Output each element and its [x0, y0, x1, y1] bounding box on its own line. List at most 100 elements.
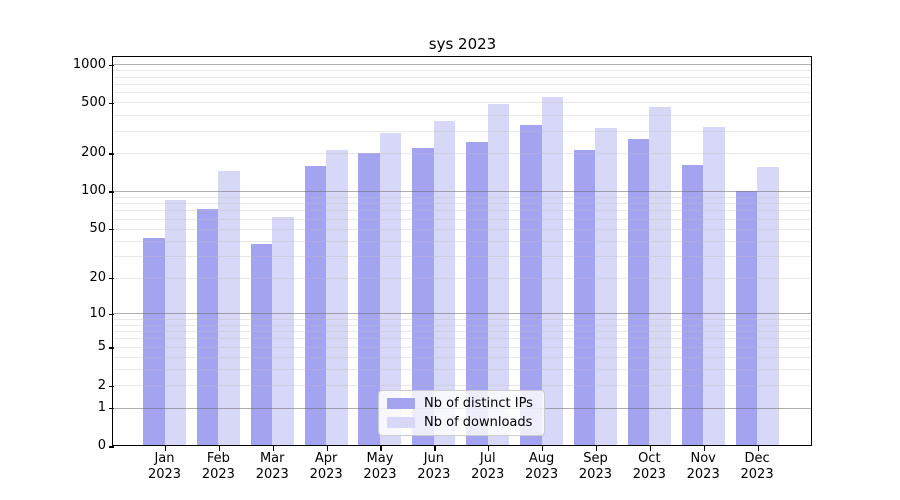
bars-layer: [113, 57, 811, 445]
y-tick-label-1000: 1000: [72, 56, 106, 72]
month-line: Jul: [479, 451, 496, 466]
plot-area: Nb of distinct IPs Nb of downloads: [112, 56, 812, 446]
month-line: Jun: [423, 451, 444, 466]
y-tick-mark-1000: [109, 64, 114, 66]
x-tick-mark-mar: [272, 445, 274, 451]
y-tick-label-50: 50: [89, 221, 106, 237]
x-tick-label-jul: Jul 2023: [471, 451, 504, 483]
bar-nb-of-distinct-ips-nov-2023: [681, 165, 704, 445]
x-tick-mark-jun: [434, 445, 436, 451]
bar-nb-of-distinct-ips-jan-2023: [143, 238, 165, 445]
bar-nb-of-downloads-oct-2023: [649, 107, 671, 445]
year-line: 2023: [201, 467, 235, 482]
y-tick-label-20: 20: [89, 270, 106, 286]
legend-label: Nb of distinct IPs: [424, 396, 533, 411]
y-tick-mark-5: [109, 347, 114, 349]
month-line: Dec: [744, 451, 770, 466]
bar-nb-of-downloads-nov-2023: [703, 127, 725, 445]
year-line: 2023: [740, 467, 774, 482]
y-tick-mark-10: [109, 313, 114, 316]
x-tick-label-mar: Mar 2023: [256, 451, 289, 483]
year-line: 2023: [147, 467, 182, 482]
y-tick-mark-0: [109, 446, 114, 448]
month-line: Jan: [154, 451, 175, 466]
x-tick-mark-may: [380, 445, 382, 451]
y-tick-label-10: 10: [89, 305, 106, 321]
month-line: Feb: [206, 451, 230, 466]
y-tick-mark-1: [109, 408, 114, 410]
year-line: 2023: [471, 467, 505, 482]
year-line: 2023: [363, 467, 397, 482]
x-tick-mark-jan: [165, 445, 167, 451]
month-line: Apr: [314, 451, 338, 466]
x-tick-mark-apr: [326, 445, 328, 451]
bar-nb-of-downloads-sep-2023: [595, 127, 617, 445]
bar-nb-of-downloads-apr-2023: [326, 149, 348, 445]
x-tick-label-dec: Dec 2023: [741, 451, 774, 483]
x-tick-label-jan: Jan 2023: [148, 451, 181, 483]
year-line: 2023: [578, 467, 612, 482]
legend: Nb of distinct IPs Nb of downloads: [378, 390, 545, 436]
bar-nb-of-downloads-jun-2023: [433, 120, 456, 445]
x-tick-mark-oct: [649, 445, 652, 451]
bar-nb-of-distinct-ips-mar-2023: [250, 243, 273, 445]
month-line: Sep: [583, 451, 608, 466]
month-line: May: [366, 451, 394, 466]
y-tick-label-1: 1: [97, 400, 106, 416]
bar-nb-of-distinct-ips-sep-2023: [573, 150, 596, 445]
y-tick-label-2: 2: [97, 377, 106, 393]
x-tick-label-apr: Apr 2023: [310, 451, 343, 483]
x-axis-labels: Jan 2023 Feb 2023 Mar 2023 Apr 2023 May 2023 Jun 20…: [113, 451, 811, 491]
year-line: 2023: [417, 467, 451, 482]
y-tick-label-0: 0: [97, 438, 106, 454]
x-tick-label-oct: Oct 2023: [633, 451, 666, 483]
chart-title: sys 2023: [428, 35, 497, 53]
x-tick-mark-sep: [595, 445, 598, 451]
y-tick-mark-100: [109, 191, 114, 193]
x-tick-mark-aug: [542, 445, 544, 451]
x-tick-label-may: May 2023: [363, 451, 396, 483]
month-line: Nov: [690, 451, 716, 466]
bar-nb-of-distinct-ips-jul-2023: [466, 141, 488, 445]
x-tick-mark-nov: [703, 445, 705, 451]
bar-nb-of-distinct-ips-jun-2023: [412, 147, 434, 445]
month-line: Aug: [528, 451, 555, 466]
x-tick-label-feb: Feb 2023: [202, 451, 235, 483]
bar-nb-of-distinct-ips-apr-2023: [304, 165, 327, 445]
y-tick-mark-200: [109, 153, 114, 155]
bar-nb-of-downloads-dec-2023: [757, 166, 779, 445]
bar-nb-of-distinct-ips-may-2023: [358, 152, 380, 445]
x-tick-label-sep: Sep 2023: [579, 451, 612, 483]
year-line: 2023: [309, 467, 343, 482]
y-axis-labels: 1000 500 200 100 50 20 10 5 2 1 0: [0, 56, 106, 454]
legend-label: Nb of downloads: [424, 415, 533, 430]
month-line: Oct: [638, 451, 661, 466]
x-tick-mark-jul: [488, 445, 490, 451]
y-tick-mark-500: [109, 102, 114, 105]
x-tick-label-aug: Aug 2023: [525, 451, 558, 483]
bar-nb-of-distinct-ips-feb-2023: [196, 208, 219, 445]
bar-nb-of-downloads-aug-2023: [541, 96, 564, 445]
legend-swatch-distinct-ips: [387, 398, 415, 409]
bar-nb-of-downloads-jan-2023: [164, 199, 186, 445]
bar-nb-of-downloads-may-2023: [379, 133, 402, 445]
year-line: 2023: [255, 467, 289, 482]
x-tick-label-nov: Nov 2023: [687, 451, 720, 483]
x-tick-mark-dec: [757, 445, 759, 451]
bar-nb-of-distinct-ips-oct-2023: [627, 138, 650, 445]
legend-swatch-downloads: [387, 417, 415, 428]
bar-nb-of-distinct-ips-aug-2023: [520, 125, 542, 445]
x-tick-mark-feb: [218, 445, 221, 451]
bar-nb-of-downloads-jul-2023: [487, 104, 510, 445]
year-line: 2023: [525, 467, 559, 482]
bar-nb-of-downloads-feb-2023: [218, 171, 240, 445]
y-tick-label-200: 200: [81, 145, 106, 161]
year-line: 2023: [632, 467, 666, 482]
x-tick-label-jun: Jun 2023: [417, 451, 450, 483]
y-tick-label-100: 100: [81, 183, 106, 199]
y-tick-mark-50: [109, 229, 114, 231]
y-tick-label-5: 5: [97, 339, 106, 355]
y-tick-label-500: 500: [81, 94, 106, 110]
y-tick-mark-2: [109, 385, 114, 387]
